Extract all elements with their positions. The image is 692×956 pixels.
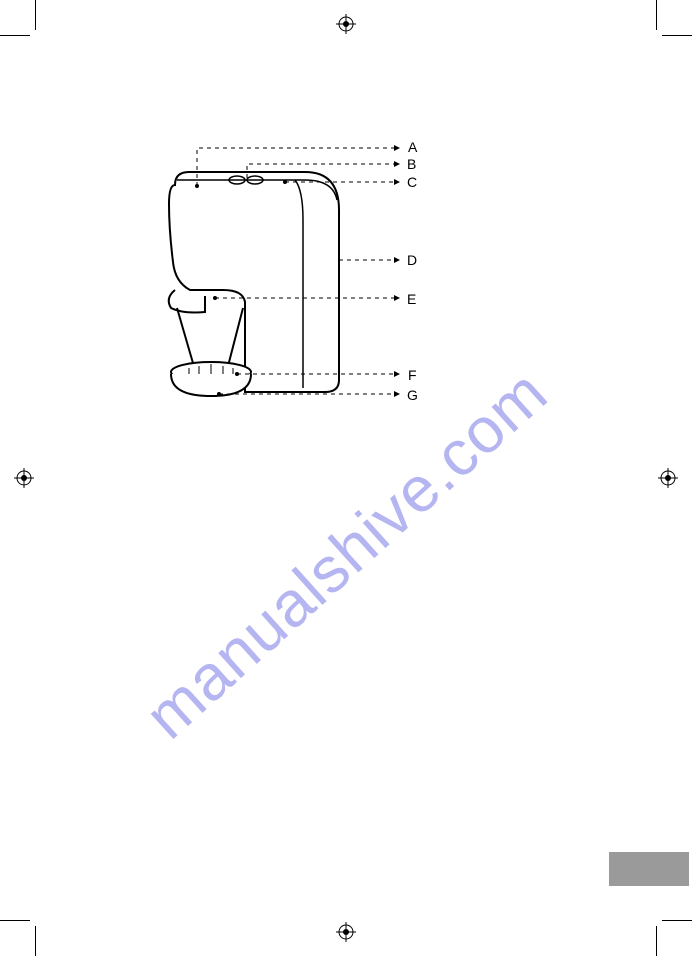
registration-mark-right <box>658 468 678 488</box>
diagram-label-d: D <box>407 252 417 268</box>
registration-mark-bottom <box>336 922 356 942</box>
page: A B C D E F G manualshive.com <box>0 0 692 956</box>
diagram-label-e: E <box>407 291 416 307</box>
registration-mark-left <box>14 468 34 488</box>
registration-mark-top <box>336 14 356 34</box>
diagram-label-b: B <box>407 156 416 172</box>
product-diagram <box>155 130 415 420</box>
diagram-label-f: F <box>408 367 417 383</box>
diagram-label-g: G <box>407 387 418 403</box>
diagram-label-c: C <box>407 174 417 190</box>
page-tab <box>609 852 689 886</box>
diagram-label-a: A <box>408 139 417 155</box>
